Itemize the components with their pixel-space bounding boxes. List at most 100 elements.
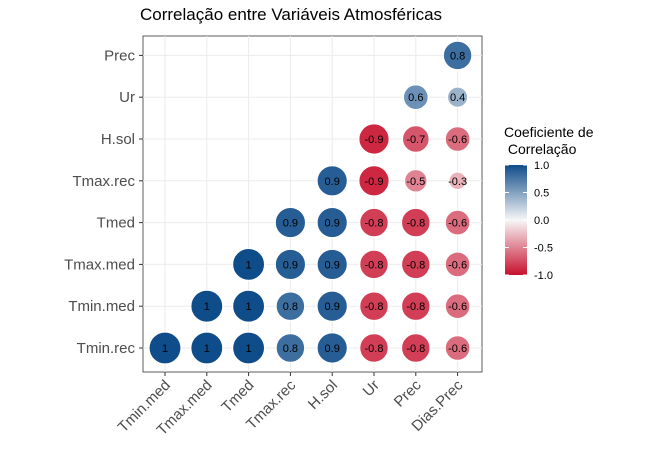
correlation-circle — [190, 331, 224, 365]
correlation-value-label: -0.8 — [406, 218, 425, 230]
correlation-circle — [316, 332, 348, 364]
correlation-circle — [444, 251, 471, 278]
y-tick-label: Tmed — [97, 215, 135, 232]
correlation-value-label: 0.4 — [450, 92, 465, 104]
correlation-circle — [190, 289, 224, 323]
correlation-circle — [275, 291, 306, 322]
correlation-circle — [444, 209, 471, 236]
correlation-circle — [274, 206, 307, 239]
correlation-value-label: -0.6 — [448, 343, 467, 355]
plot-panel — [142, 35, 483, 373]
correlation-value-label: 0.9 — [325, 301, 340, 313]
correlation-value-label: 0.9 — [325, 259, 340, 271]
correlation-circle — [403, 168, 428, 193]
correlation-circle — [401, 125, 430, 153]
correlation-circle — [316, 206, 348, 239]
correlation-value-label: 1 — [162, 343, 168, 355]
x-tick-label: Prec — [391, 376, 425, 410]
correlation-circle — [232, 289, 266, 323]
correlation-circle — [442, 40, 473, 71]
correlation-value-label: -0.6 — [448, 301, 467, 313]
y-tick-label: Ur — [119, 89, 135, 106]
legend-tick-label: -1.0 — [534, 270, 553, 282]
correlation-value-label: -0.8 — [365, 343, 384, 355]
correlation-value-label: 0.8 — [450, 50, 465, 62]
y-tick-label: H.sol — [101, 131, 135, 148]
correlation-value-label: 0.9 — [325, 218, 340, 230]
legend-ticks: 1.0 0.5 0.0 -0.5 -1.0 — [505, 160, 553, 282]
legend-title-line2: Correlação — [504, 141, 577, 157]
correlation-circle — [359, 207, 389, 238]
correlation-value-label: 0.9 — [283, 218, 298, 230]
x-tick-label: Tmed — [218, 377, 257, 416]
correlation-circle — [232, 331, 266, 365]
correlation-value-label: -0.6 — [448, 218, 467, 230]
correlation-value-label: -0.5 — [406, 176, 425, 188]
correlation-value-label: -0.9 — [365, 134, 384, 146]
correlation-circle — [400, 333, 431, 363]
correlation-value-label: -0.8 — [406, 259, 425, 271]
correlation-circle — [358, 123, 390, 155]
correlation-value-label: -0.8 — [365, 259, 384, 271]
correlation-value-label: 0.8 — [283, 343, 298, 355]
y-tick-label: Tmax.rec — [72, 173, 135, 190]
correlation-circle — [444, 126, 471, 152]
correlation-value-label: 0.9 — [283, 259, 298, 271]
correlation-value-label: -0.6 — [448, 134, 467, 146]
x-tick-label: Ur — [360, 377, 383, 400]
correlation-value-label: 1 — [246, 343, 252, 355]
correlation-circle — [274, 248, 307, 281]
correlation-value-label: 0.9 — [325, 176, 340, 188]
correlation-circle — [448, 171, 467, 191]
legend-title-line1: Coeficiente de — [504, 124, 594, 140]
legend-tick-label: 0.5 — [534, 188, 549, 200]
correlation-value-label: 0.6 — [408, 92, 423, 104]
y-tick-label: Prec — [104, 47, 135, 64]
correlation-value-label: -0.8 — [365, 218, 384, 230]
y-tick-label: Tmax.med — [64, 256, 135, 273]
correlation-circle — [316, 165, 348, 197]
y-tick-label: Tmin.med — [68, 298, 135, 315]
correlation-circle — [400, 249, 431, 280]
correlation-circle — [444, 293, 471, 320]
correlation-circle — [359, 333, 389, 363]
correlation-cells: 1 1 1 0.8 0.9 -0.8 -0.8 -0.6 1 1 0.8 0.9 -0.8 -0.8 -0.… — [148, 40, 473, 365]
correlation-value-label: 1 — [246, 301, 252, 313]
correlation-circle — [359, 291, 389, 322]
correlation-value-label: -0.6 — [448, 259, 467, 271]
correlation-value-label: -0.8 — [406, 301, 425, 313]
legend-tick-label: 1.0 — [534, 160, 549, 172]
legend-colorbar — [505, 165, 527, 275]
correlation-circle — [444, 335, 471, 361]
color-legend: Coeficiente de Correlação 1.0 0.5 0.0 -0.5 -… — [504, 124, 594, 282]
correlation-circle — [400, 291, 431, 322]
chart-title: Correlação entre Variáveis Atmosféricas — [140, 5, 442, 24]
correlation-value-label: 0.8 — [283, 301, 298, 313]
x-tick-label: H.sol — [305, 377, 341, 413]
correlation-value-label: -0.3 — [448, 176, 467, 188]
correlation-value-label: -0.7 — [406, 134, 425, 146]
legend-tick-label: 0.0 — [534, 215, 549, 227]
correlation-circle — [316, 290, 348, 322]
correlation-circle — [446, 86, 469, 108]
correlation-value-label: -0.9 — [365, 176, 384, 188]
correlation-circle — [316, 248, 348, 281]
correlation-value-label: 1 — [204, 301, 210, 313]
y-tick-label: Tmin.rec — [77, 340, 136, 357]
correlation-circle — [358, 165, 390, 197]
correlation-circle — [232, 247, 266, 281]
correlation-value-label: -0.8 — [365, 301, 384, 313]
legend-tick-label: -0.5 — [534, 243, 553, 255]
correlation-value-label: 0.9 — [325, 343, 340, 355]
correlation-value-label: 1 — [204, 343, 210, 355]
correlation-circle — [359, 249, 389, 280]
correlation-circle — [400, 207, 431, 238]
y-axis: Tmin.rec Tmin.med Tmax.med Tmed Tmax.rec H.so… — [64, 47, 143, 357]
correlation-value-label: 1 — [246, 259, 252, 271]
correlation-circle — [275, 333, 306, 363]
correlation-circle — [402, 84, 429, 111]
correlation-circle — [148, 331, 182, 365]
